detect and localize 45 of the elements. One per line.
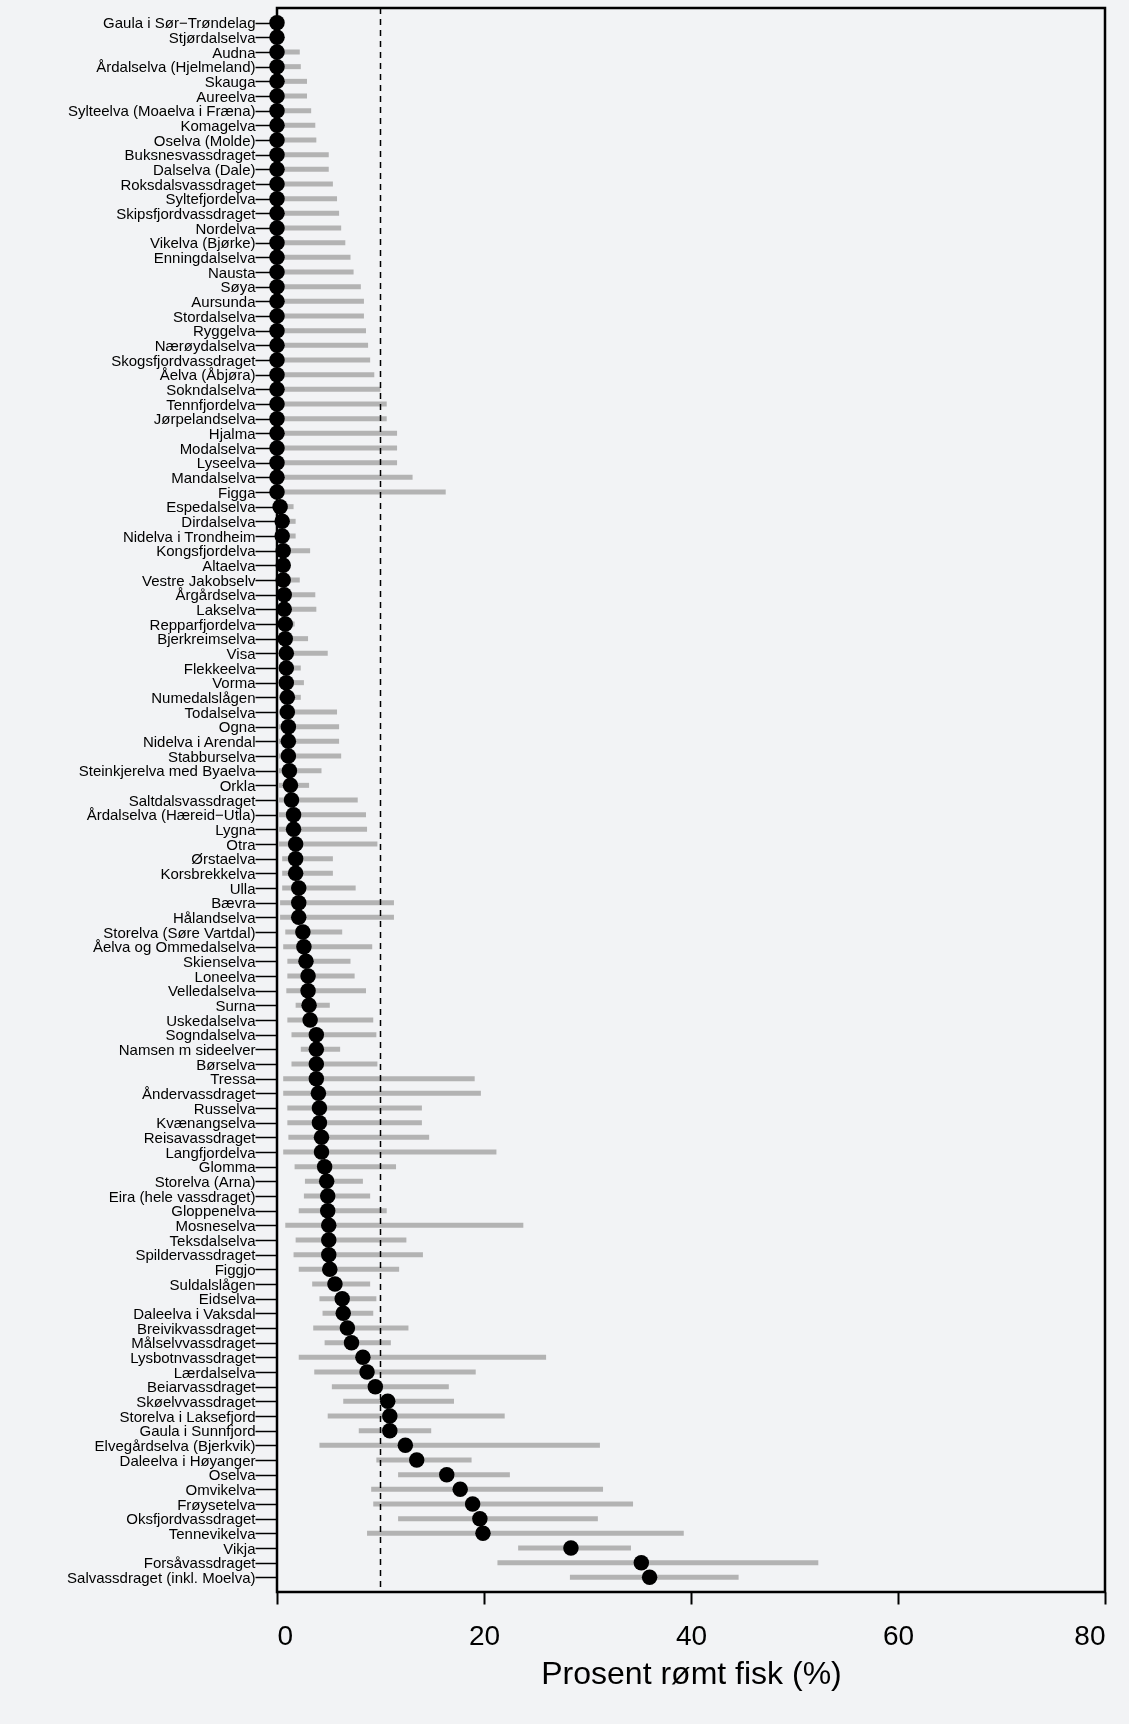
x-tick-label: 40 [675, 1619, 708, 1651]
y-tick-label: Uskedalselva [166, 1011, 257, 1029]
y-tick-label: Omvikelva [185, 1480, 257, 1498]
y-tick-label: Søya [220, 278, 257, 296]
y-tick-label: Skienselva [182, 952, 257, 970]
y-tick-label: Flekkeelva [183, 659, 257, 677]
y-tick-label: Gaula i Sør−Trøndelag [103, 14, 256, 32]
y-tick-label: Stabburselva [167, 747, 257, 765]
y-tick-label: Ryggelva [192, 322, 257, 340]
y-tick-label: Spildervassdraget [135, 1246, 257, 1264]
y-tick-label: Audna [212, 43, 257, 61]
y-tick-label: Teksdalselva [169, 1231, 257, 1249]
x-tick-label: 80 [1074, 1619, 1106, 1651]
y-tick-label: Kvænangselva [156, 1114, 257, 1132]
x-tick-label: 20 [468, 1619, 501, 1651]
x-axis-title: Prosent rømt fisk (%) [541, 1654, 842, 1691]
y-tick-label: Saltdalsvassdraget [128, 791, 257, 809]
y-tick-label: Årgårdselva [175, 586, 257, 604]
y-tick-label: Visa [226, 644, 257, 662]
y-tick-label: Figga [217, 483, 257, 501]
y-tick-label: Årdalselva (Hjelmeland) [96, 58, 256, 76]
y-tick-label: Daleelva i Vaksdal [133, 1304, 256, 1322]
y-tick-label: Vikelva (Bjørke) [149, 234, 256, 252]
y-tick-label: Breivikvassdraget [137, 1319, 257, 1337]
y-tick-label: Storelva (Søre Vartdal) [103, 923, 256, 941]
y-tick-label: Vikja [223, 1539, 257, 1557]
y-tick-label: Sylteelva (Moaelva i Fræna) [67, 102, 256, 120]
y-tick-label: Ulla [229, 879, 257, 897]
y-tick-label: Børselva [196, 1055, 257, 1073]
y-tick-label: Frøysetelva [177, 1495, 257, 1513]
x-tick-label: 0 [277, 1619, 294, 1651]
y-tick-label: Nausta [207, 263, 257, 281]
y-tick-label: Kongsfjordelva [156, 542, 257, 560]
y-tick-label: Storelva (Arna) [154, 1172, 256, 1190]
y-tick-label: Repparfjordelva [149, 615, 257, 633]
y-tick-label: Nidelva i Trondheim [122, 527, 256, 545]
x-tick-label: 60 [882, 1619, 915, 1651]
y-tick-label: Beiarvassdraget [147, 1378, 257, 1396]
y-tick-label: Hjalma [208, 424, 257, 442]
y-tick-label: Ogna [218, 718, 257, 736]
y-tick-label: Sogndalselva [165, 1026, 257, 1044]
y-tick-label: Tennfjordelva [166, 395, 257, 413]
y-tick-label: Loneelva [194, 967, 257, 985]
y-tick-label: Lyseelva [196, 454, 257, 472]
y-tick-label: Stordalselva [172, 307, 257, 325]
